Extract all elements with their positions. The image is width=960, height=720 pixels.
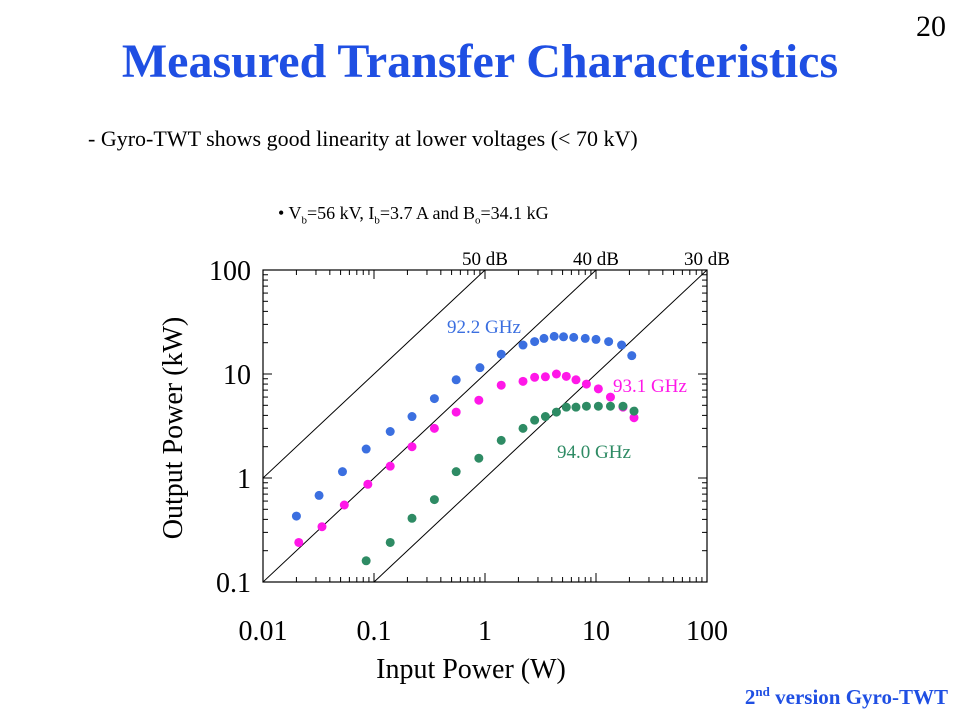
data-point <box>629 406 639 416</box>
data-point <box>475 363 485 373</box>
data-point <box>518 423 528 433</box>
data-point <box>571 402 581 412</box>
gain-line-30db <box>373 270 707 582</box>
condition-i-value: =3.7 A and B <box>379 203 475 223</box>
data-point <box>407 442 417 452</box>
condition-v-label: V <box>288 203 302 223</box>
data-point <box>627 351 637 361</box>
data-point <box>571 375 581 385</box>
data-point <box>361 444 371 454</box>
data-point <box>496 435 506 445</box>
page-number: 20 <box>916 10 946 43</box>
data-point <box>518 376 528 386</box>
condition-v-sub: b <box>301 214 308 227</box>
data-point <box>581 401 591 411</box>
data-point <box>617 340 627 350</box>
x-tick-label: 1 <box>478 616 492 647</box>
y-axis-label: Output Power (kW) <box>158 317 189 539</box>
y-tick-label: 0.1 <box>216 568 251 599</box>
data-point <box>291 511 301 521</box>
data-point <box>451 467 461 477</box>
data-point <box>549 331 559 341</box>
data-point <box>314 490 324 500</box>
data-point <box>407 412 417 422</box>
data-point <box>530 337 540 347</box>
y-tick-label: 100 <box>209 256 251 287</box>
gain-line-40db <box>263 270 597 582</box>
data-point <box>559 332 569 342</box>
data-point <box>540 412 550 422</box>
data-point <box>618 401 628 411</box>
data-point <box>385 461 395 471</box>
data-point <box>581 379 591 389</box>
data-point <box>518 340 528 350</box>
data-point <box>294 537 304 547</box>
data-point <box>604 337 614 347</box>
data-point <box>540 372 550 382</box>
condition-i-sub: b <box>374 214 380 227</box>
data-point <box>539 333 549 343</box>
version-footer: 2nd version Gyro-TWT <box>745 684 948 710</box>
slide-title: Measured Transfer Characteristics <box>121 35 839 88</box>
data-point <box>593 401 603 411</box>
data-point <box>451 375 461 385</box>
x-tick-label: 10 <box>582 616 610 647</box>
data-point <box>363 479 373 489</box>
data-point <box>474 453 484 463</box>
data-point <box>530 415 540 425</box>
data-point <box>561 371 571 381</box>
data-point <box>629 413 639 423</box>
operating-condition: • Vb=56 kV, Ib=3.7 A and Bo=34.1 kG <box>278 203 549 227</box>
data-point <box>580 333 590 343</box>
data-point <box>474 395 484 405</box>
x-tick-label: 0.1 <box>357 616 392 647</box>
gain-line-label: 30 dB <box>684 249 730 270</box>
x-tick-label: 100 <box>686 616 728 647</box>
data-point <box>593 384 603 394</box>
condition-v-value: =56 kV, I <box>307 203 375 223</box>
data-point <box>551 407 561 417</box>
data-point <box>569 332 579 342</box>
data-point <box>429 423 439 433</box>
data-point <box>429 495 439 505</box>
data-point <box>591 334 601 344</box>
data-point <box>317 522 327 532</box>
gain-line-label: 40 dB <box>573 249 619 270</box>
y-tick-label: 10 <box>223 360 251 391</box>
footer-ordinal-num: 2 <box>744 685 756 709</box>
x-tick-label: 0.01 <box>239 616 288 647</box>
condition-b-value: =34.1 kG <box>480 203 549 223</box>
bullet: • <box>278 203 285 223</box>
data-point <box>496 349 506 359</box>
data-point <box>339 500 349 510</box>
series-label: 92.2 GHz <box>447 317 521 338</box>
data-point <box>407 513 417 523</box>
gain-line-50db <box>263 270 486 479</box>
x-axis-label: Input Power (W) <box>376 654 566 685</box>
footer-text: version Gyro-TWT <box>769 685 948 709</box>
series-label: 93.1 GHz <box>613 376 687 397</box>
data-point <box>551 369 561 379</box>
data-point <box>496 380 506 390</box>
footer-ordinal-suffix: nd <box>755 684 770 699</box>
data-point <box>361 556 371 566</box>
y-tick-label: 1 <box>237 464 251 495</box>
slide-subtitle: - Gyro-TWT shows good linearity at lower… <box>88 126 638 151</box>
data-point <box>605 401 615 411</box>
condition-b-sub: o <box>475 214 481 227</box>
data-point <box>429 394 439 404</box>
data-point <box>605 392 615 402</box>
gain-line-label: 50 dB <box>462 249 508 270</box>
data-point <box>337 467 347 477</box>
data-point <box>385 426 395 436</box>
series-label: 94.0 GHz <box>557 442 631 463</box>
data-point <box>561 402 571 412</box>
data-point <box>451 407 461 417</box>
data-point <box>530 372 540 382</box>
data-point <box>385 537 395 547</box>
